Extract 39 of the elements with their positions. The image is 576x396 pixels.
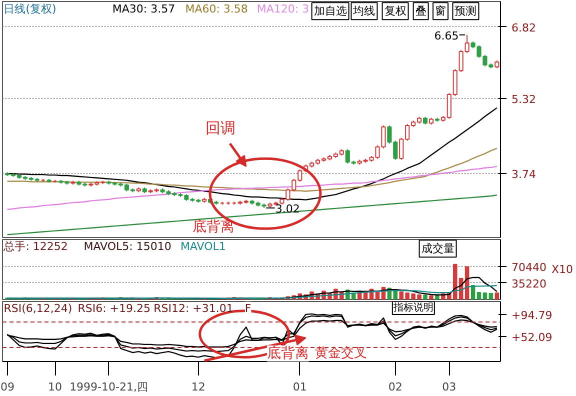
annotation: 黄金交叉: [314, 345, 367, 362]
x-tick-label: 02: [388, 380, 402, 394]
annotation: RSI12: +31.01: [154, 302, 234, 315]
y-axis-title: X10: [551, 263, 574, 276]
y-tick-label: 6.82: [512, 21, 536, 34]
x-tick-label: 03: [442, 380, 456, 394]
x-tick-label: 01: [292, 380, 307, 394]
annotation: 加自选: [314, 4, 347, 18]
y-tick-label: 3.74: [512, 168, 536, 182]
annotation: MA120: 3: [256, 2, 310, 16]
x-tick-label: 12: [191, 380, 206, 394]
annotation: MA60: 3.58: [185, 2, 248, 16]
annotation: RSI(6,12,24): [4, 302, 72, 315]
x-tick-label: 09: [0, 380, 14, 394]
annotation: 总手: 12252: [2, 240, 68, 254]
annotation: 日线(复权): [4, 2, 56, 16]
y-tick-label: +94.79: [512, 309, 552, 322]
annotation: 6.65: [434, 29, 459, 42]
annotation: 叠: [415, 4, 426, 18]
y-tick-label: +52.09: [512, 330, 552, 344]
x-tick-label: 1999-10-21,四: [70, 380, 148, 394]
annotation: 底背离: [266, 346, 309, 362]
y-tick-label: 35220: [512, 277, 546, 290]
annotation: 回调: [205, 119, 236, 138]
x-tick-label: 10: [48, 380, 62, 394]
annotation: RSI6: +19.25: [78, 302, 151, 315]
annotation: MA30: 3.57: [112, 2, 176, 16]
annotation: 窗: [435, 4, 446, 18]
annotation: MAVOL5: 15010: [84, 240, 172, 254]
annotation: 成交量: [421, 242, 454, 256]
annotation: 复权: [384, 4, 406, 18]
annotation: F: [244, 302, 252, 315]
annotation: MAVOL1: [180, 240, 226, 254]
annotation: 均线: [352, 4, 376, 18]
annotation: 指标说明: [392, 302, 434, 314]
annotation: 预测: [454, 4, 477, 18]
y-tick-label: 70440: [512, 260, 546, 274]
annotation: 3.02: [275, 202, 300, 216]
y-tick-label: 5.32: [512, 92, 536, 106]
